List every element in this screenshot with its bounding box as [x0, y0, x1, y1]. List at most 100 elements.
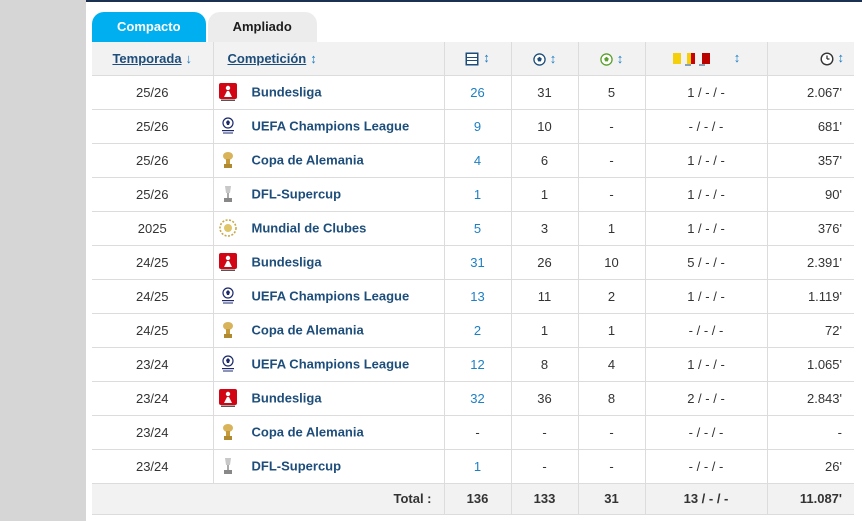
season-cell: 23/24: [92, 381, 213, 416]
bundesliga-logo-icon[interactable]: [218, 82, 238, 102]
sort-icon[interactable]: ↕: [837, 50, 845, 66]
left-background: [0, 0, 86, 521]
competition-link[interactable]: Copa de Alemania: [251, 424, 364, 440]
competition-link[interactable]: Mundial de Clubes: [251, 220, 367, 236]
season-cell: 2025: [92, 211, 213, 246]
ucl-logo-icon[interactable]: [218, 354, 238, 374]
appearances-link[interactable]: 9: [473, 118, 482, 134]
competition-link[interactable]: Copa de Alemania: [251, 152, 364, 168]
total-minutes: 11.087': [766, 483, 854, 515]
competition-link[interactable]: UEFA Champions League: [251, 118, 410, 134]
apps-cell: -: [443, 415, 511, 450]
total-row: Total : 136 133 31 13 / - / - 11.087': [92, 483, 854, 515]
competition-link[interactable]: Copa de Alemania: [251, 322, 364, 338]
cards-cell: 5 / - / -: [644, 245, 767, 280]
header-season[interactable]: Temporada ↓: [92, 42, 213, 76]
appearances-link[interactable]: 31: [470, 254, 485, 270]
apps-cell: 12: [443, 347, 511, 382]
header-appearances[interactable]: ↕: [443, 42, 511, 76]
goals-cell: -: [510, 449, 578, 484]
table-row: 23/24 Bundesliga 32 36 8 2 / - / -2.843': [92, 381, 854, 416]
goals-cell: 3: [510, 211, 578, 246]
sort-icon[interactable]: ↕: [483, 50, 490, 66]
cards-cell: 1 / - / -: [644, 347, 767, 382]
sort-down-icon[interactable]: ↓: [185, 50, 193, 66]
header-competition[interactable]: Competición ↕: [212, 42, 444, 76]
cards-cell: 1 / - / -: [644, 177, 767, 212]
view-tabs: Compacto Ampliado: [92, 12, 317, 42]
competition-link[interactable]: Bundesliga: [251, 84, 322, 100]
ucl-logo-icon[interactable]: [218, 116, 238, 136]
assists-cell: 8: [577, 381, 645, 416]
supercup-logo-icon[interactable]: [218, 456, 238, 476]
minutes-cell: 1.065': [766, 347, 854, 382]
appearances-link[interactable]: 2: [473, 322, 482, 338]
assists-cell: -: [577, 109, 645, 144]
competition-link[interactable]: UEFA Champions League: [251, 356, 410, 372]
minutes-cell: 90': [766, 177, 854, 212]
competition-link[interactable]: Bundesliga: [251, 254, 322, 270]
appearances-link[interactable]: 5: [473, 220, 482, 236]
bundesliga-logo-icon[interactable]: [218, 252, 238, 272]
competition-link[interactable]: UEFA Champions League: [251, 288, 410, 304]
table-row: 24/25 Copa de Alemania 2 1 1- / - / -72': [92, 313, 854, 348]
tab-extended[interactable]: Ampliado: [207, 12, 317, 42]
cards-cell: 1 / - / -: [644, 211, 767, 246]
cards-cell: 2 / - / -: [644, 381, 767, 416]
appearances-link[interactable]: 4: [473, 152, 482, 168]
table-row: 23/24 Copa de Alemania - - - - / - / --: [92, 415, 854, 450]
goals-cell: -: [510, 415, 578, 450]
competition-link[interactable]: DFL-Supercup: [251, 458, 342, 474]
minutes-cell: 2.391': [766, 245, 854, 280]
appearances-link[interactable]: 12: [470, 356, 485, 372]
appearances-link[interactable]: 26: [470, 84, 485, 100]
goals-cell: 1: [510, 313, 578, 348]
competition-link[interactable]: DFL-Supercup: [251, 186, 342, 202]
table-row: 2025 Mundial de Clubes 5 3 1 1 / - / -376': [92, 211, 854, 246]
season-cell: 23/24: [92, 347, 213, 382]
header-cards[interactable]: ↕: [644, 42, 767, 76]
appearances-link[interactable]: 1: [473, 186, 482, 202]
header-minutes[interactable]: ↕: [766, 42, 854, 76]
supercup-logo-icon[interactable]: [218, 184, 238, 204]
apps-cell: 9: [443, 109, 511, 144]
appearances-link[interactable]: 1: [473, 458, 482, 474]
apps-cell: 13: [443, 279, 511, 314]
sort-icon[interactable]: ↕: [310, 50, 317, 66]
season-cell: 23/24: [92, 449, 213, 484]
sort-icon[interactable]: ↕: [733, 50, 741, 66]
apps-cell: 32: [443, 381, 511, 416]
competition-cell: UEFA Champions League: [212, 279, 444, 314]
season-cell: 23/24: [92, 415, 213, 450]
tab-compact[interactable]: Compacto: [92, 12, 206, 42]
pokal-logo-icon[interactable]: [218, 320, 238, 340]
appearances-link[interactable]: 13: [470, 288, 485, 304]
assists-cell: 1: [577, 313, 645, 348]
apps-cell: 1: [443, 449, 511, 484]
competition-link[interactable]: Bundesliga: [251, 390, 322, 406]
appearances-link[interactable]: 32: [470, 390, 485, 406]
pokal-logo-icon[interactable]: [218, 150, 238, 170]
assists-cell: -: [577, 177, 645, 212]
clubwc-logo-icon[interactable]: [218, 218, 238, 238]
minutes-cell: 72': [766, 313, 854, 348]
minutes-cell: 357': [766, 143, 854, 178]
lineup-icon: [465, 52, 479, 66]
competition-cell: Bundesliga: [212, 75, 444, 110]
sort-icon[interactable]: ↕: [549, 50, 557, 66]
bundesliga-logo-icon[interactable]: [218, 388, 238, 408]
header-assists[interactable]: ↕: [577, 42, 645, 76]
top-border: [86, 0, 862, 2]
competition-cell: Copa de Alemania: [212, 313, 444, 348]
header-goals[interactable]: ↕: [510, 42, 578, 76]
season-header-label[interactable]: Temporada: [112, 50, 182, 66]
apps-cell: 26: [443, 75, 511, 110]
sort-icon[interactable]: ↕: [616, 50, 624, 66]
pokal-logo-icon[interactable]: [218, 422, 238, 442]
table-row: 25/26 Copa de Alemania 4 6-1 / - / -357': [92, 143, 854, 178]
season-cell: 25/26: [92, 143, 213, 178]
competition-header-label[interactable]: Competición: [227, 50, 307, 66]
table-row: 25/26 DFL-Supercup 1 1-1 / - / -90': [92, 177, 854, 212]
ucl-logo-icon[interactable]: [218, 286, 238, 306]
total-assists: 31: [577, 483, 645, 515]
